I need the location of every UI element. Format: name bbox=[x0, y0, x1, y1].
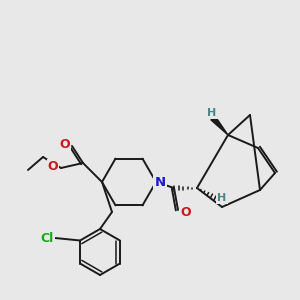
Text: N: N bbox=[154, 176, 166, 188]
Text: H: H bbox=[218, 193, 226, 203]
Text: O: O bbox=[181, 206, 191, 218]
Text: Cl: Cl bbox=[40, 232, 54, 244]
Text: O: O bbox=[48, 160, 58, 172]
Text: O: O bbox=[60, 137, 70, 151]
Text: H: H bbox=[207, 108, 217, 118]
Polygon shape bbox=[211, 116, 228, 135]
